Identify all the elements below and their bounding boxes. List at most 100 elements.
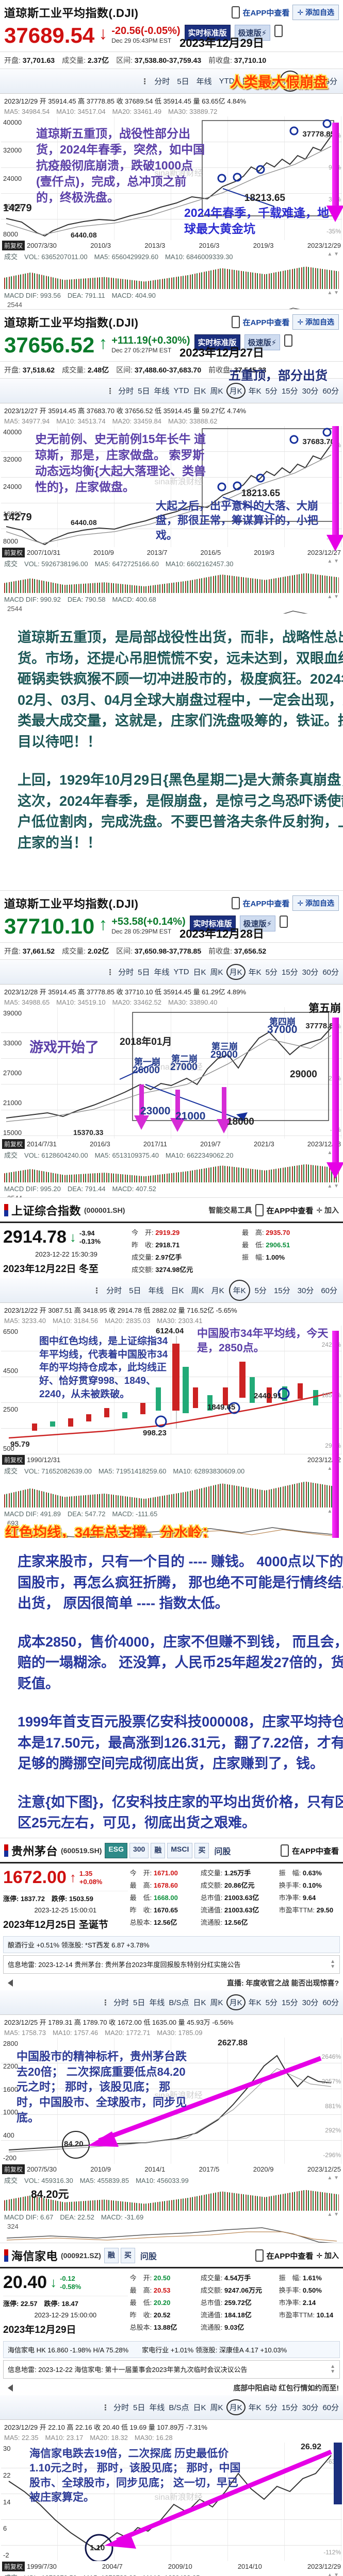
realtime-version-badge[interactable]: 实时标准版 (189, 916, 236, 931)
period-tab[interactable]: 30分 (302, 1998, 319, 2007)
period-tab[interactable]: 60分 (322, 968, 339, 977)
period-tab[interactable]: 5分 (265, 387, 277, 396)
period-tab[interactable]: 周K (210, 387, 223, 396)
period-tab[interactable]: YTD (173, 968, 189, 976)
period-tab[interactable]: 5分 (254, 1286, 267, 1295)
period-tab[interactable]: 分时 (106, 1286, 122, 1295)
period-tab[interactable]: 年K (248, 968, 262, 977)
fast-version-badge[interactable]: 极速版⚡ (234, 25, 271, 41)
period-tab[interactable]: 月K (226, 2399, 246, 2415)
fast-version-badge[interactable]: 极速版⚡ (239, 916, 276, 931)
collapse-icons[interactable]: ▲ ▼ (327, 1183, 339, 1193)
period-tab[interactable]: 年线 (148, 1286, 164, 1295)
adjust-mode-badge[interactable]: 前复权 (2, 548, 25, 557)
more-menu-icon[interactable]: ⋮ (141, 77, 149, 86)
period-tab[interactable]: 5日 (133, 1998, 145, 2007)
period-tab[interactable]: 年K (248, 1998, 262, 2007)
add-watchlist-button[interactable]: ✛ 添加自选 (292, 314, 339, 330)
stock-badge[interactable]: 融 (151, 1843, 166, 1858)
adjust-mode-badge[interactable]: 前复权 (2, 241, 25, 250)
collapse-icons[interactable]: ▲ ▼ (327, 2572, 339, 2576)
more-menu-icon[interactable]: ⋮ (101, 1998, 109, 2007)
news-mine-row[interactable]: 信息地雷: 2023-12-22 海信家电: 第十一届董事会2023年第九次临时… (3, 2360, 340, 2379)
live-banner[interactable]: 直播: 年度收官之战 能否出现惊喜? (227, 1979, 339, 1987)
side-ribbon[interactable] (334, 2443, 342, 2504)
add-button[interactable]: ✛ 加入 (316, 2251, 339, 2260)
view-in-app-link[interactable]: 在APP中查看 (242, 8, 290, 18)
add-watchlist-button[interactable]: ✛ 添加自选 (292, 895, 339, 911)
industry-row[interactable]: 海信家电 HK 16.860 -1.98% H/A 75.28% 家电行业 +1… (3, 2341, 340, 2358)
period-tab[interactable]: 5日 (138, 968, 150, 977)
live-banner[interactable]: 底部中阳启动 红包行情如约而至! (233, 2384, 339, 2392)
period-tab[interactable]: 周K (210, 2403, 223, 2412)
adjust-mode-badge[interactable]: 前复权 (2, 2164, 25, 2174)
period-tab[interactable]: 分时 (154, 77, 170, 86)
stock-badge[interactable]: ESG (105, 1843, 127, 1858)
collapse-icons[interactable]: ▲ ▼ (327, 251, 339, 257)
period-tab[interactable]: 年线 (154, 968, 170, 977)
collapse-icons[interactable]: ▲ ▼ (327, 558, 339, 564)
stock-badge[interactable]: MSCI (167, 1843, 193, 1858)
period-tab[interactable]: 30分 (297, 1286, 314, 1295)
period-tab[interactable]: 年线 (149, 1998, 165, 2007)
collapse-icons[interactable]: ▲ ▼ (327, 290, 339, 296)
candlestick-chart[interactable]: 2800 2200 1600 1000 400 -200 2646% 2057% 881% 29… (1, 2038, 342, 2164)
period-tab[interactable]: 分时 (118, 968, 134, 977)
more-menu-icon[interactable]: ⋮ (106, 386, 115, 396)
realtime-version-badge[interactable]: 实时标准版 (184, 25, 231, 41)
period-tab[interactable]: 日K (193, 2403, 206, 2412)
add-watchlist-button[interactable]: ✛ 添加自选 (292, 5, 339, 20)
period-tab[interactable]: YTD (173, 386, 189, 395)
period-tab[interactable]: 5日 (138, 387, 150, 396)
period-tab[interactable]: 年K (228, 1280, 250, 1301)
period-tab[interactable]: 30分 (302, 2403, 319, 2412)
period-tab[interactable]: B/S点 (169, 2403, 189, 2412)
adjust-mode-badge[interactable]: 前复权 (2, 1139, 25, 1149)
period-tab[interactable]: 5分 (265, 968, 277, 977)
view-in-app-link[interactable]: 在APP中查看 (292, 1846, 339, 1856)
industry-row[interactable]: 酿酒行业 +0.51% 领涨股: *ST西发 6.87 +3.78% (3, 1936, 340, 1953)
period-tab[interactable]: 周K (191, 1286, 204, 1295)
period-tab[interactable]: 日K (241, 77, 255, 86)
period-tab[interactable]: 年K (248, 2403, 262, 2412)
period-tab[interactable]: 30分 (302, 968, 319, 977)
period-tab[interactable]: 日K (193, 968, 206, 977)
news-mine-row[interactable]: 信息地雷: 2023-12-14 贵州茅台: 贵州茅台2023年度回报股东特别分… (3, 1955, 340, 1974)
more-menu-icon[interactable]: ⋮ (93, 1286, 101, 1295)
smart-trade-link[interactable]: 智能交易工具 (208, 1206, 252, 1214)
period-tab[interactable]: 15分 (281, 968, 298, 977)
period-tab[interactable]: 5日 (133, 2403, 145, 2412)
collapse-icons[interactable]: ▲ ▼ (327, 594, 339, 600)
collapse-icons[interactable]: ▲ ▼ (327, 2212, 339, 2217)
view-in-app-link[interactable]: 在APP中查看 (242, 318, 290, 327)
period-tab[interactable]: 分时 (118, 387, 134, 396)
period-tab[interactable]: 5分 (325, 77, 337, 86)
period-tab[interactable]: 分时 (113, 1998, 129, 2007)
stock-badge[interactable]: 300 (129, 1843, 149, 1858)
period-tab[interactable]: 年线 (196, 77, 212, 86)
period-tab[interactable]: 60分 (322, 387, 339, 396)
period-tab[interactable]: 月K (211, 1286, 224, 1295)
period-tab[interactable]: 分时 (113, 2403, 129, 2412)
stock-badge[interactable]: 买 (194, 1843, 209, 1858)
period-tab[interactable]: 60分 (322, 2403, 339, 2412)
realtime-version-badge[interactable]: 实时标准版 (194, 334, 240, 350)
period-tab[interactable]: 60分 (322, 1998, 339, 2007)
view-in-app-link[interactable]: 在APP中查看 (266, 2251, 314, 2261)
fast-version-badge[interactable]: 极速版⚡ (244, 334, 281, 350)
period-tab[interactable]: 日K (193, 387, 206, 396)
period-tab[interactable]: 月K (226, 1994, 246, 2010)
period-tab[interactable]: 5分 (265, 1998, 277, 2007)
period-tab[interactable]: 月K (226, 383, 246, 399)
period-tab[interactable]: 年线 (149, 2403, 165, 2412)
period-tab[interactable]: 5分 (265, 2403, 277, 2412)
period-tab[interactable]: 5日 (129, 1286, 141, 1295)
period-tab[interactable]: 日K (193, 1998, 206, 2007)
stock-badge[interactable]: 问股 (211, 1843, 234, 1858)
period-tab[interactable]: YTD (219, 77, 235, 86)
